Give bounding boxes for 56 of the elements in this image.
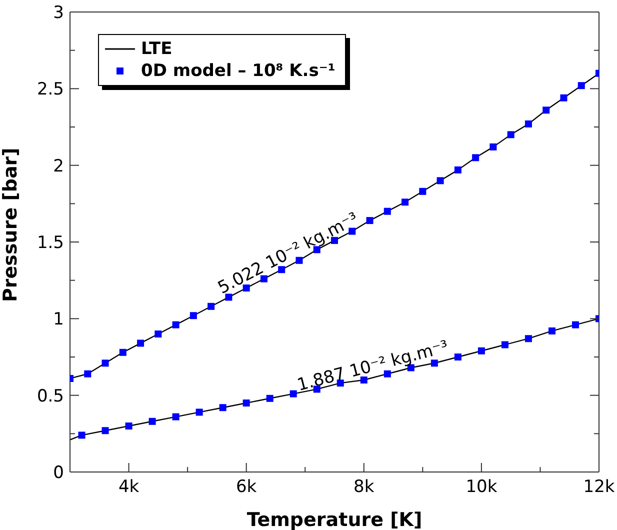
legend-label: LTE <box>141 38 172 60</box>
legend-label: 0D model – 10⁸ K.s⁻¹ <box>141 60 336 82</box>
annotation: 1.887 10⁻² kg.m⁻³ <box>295 337 451 396</box>
point <box>219 404 226 412</box>
y-tick-label: 0.5 <box>36 386 64 406</box>
point <box>225 294 232 301</box>
point <box>507 131 514 138</box>
point <box>472 154 480 162</box>
point <box>196 408 203 416</box>
point <box>560 94 568 102</box>
point <box>154 330 162 338</box>
x-tick-label: 8k <box>354 477 374 497</box>
point <box>436 177 444 184</box>
point <box>542 106 550 114</box>
point <box>78 432 86 439</box>
point <box>266 394 274 402</box>
y-tick-label: 0 <box>53 463 64 483</box>
point <box>137 340 144 347</box>
point <box>172 321 180 328</box>
x-axis-title: Temperature [K] <box>246 509 422 530</box>
point <box>402 198 409 206</box>
point <box>524 335 532 342</box>
point <box>119 348 126 356</box>
point <box>454 354 462 360</box>
y-tick-label: 2.5 <box>36 80 64 100</box>
point <box>84 370 92 378</box>
point <box>490 143 497 150</box>
y-axis-title: Pressure [bar] <box>0 148 22 302</box>
x-tick-label: 4k <box>118 477 140 497</box>
point <box>366 217 374 224</box>
point <box>578 82 585 90</box>
point <box>290 390 297 398</box>
y-tick-label: 3 <box>53 3 64 23</box>
point <box>208 302 215 310</box>
point <box>501 341 508 348</box>
point <box>102 427 109 434</box>
point <box>384 208 391 215</box>
y-tick-label: 1.5 <box>36 233 64 253</box>
point <box>419 188 426 195</box>
x-tick-label: 10k <box>466 477 498 497</box>
y-tick-label: 1 <box>53 310 64 330</box>
point <box>524 120 532 128</box>
point <box>190 312 197 320</box>
point <box>172 413 180 420</box>
y-tick-label: 2 <box>53 156 64 176</box>
x-tick-label: 6k <box>236 477 257 497</box>
point <box>360 376 368 384</box>
point <box>125 422 132 430</box>
point <box>572 321 579 328</box>
point <box>242 400 250 406</box>
point <box>102 360 109 367</box>
point <box>454 166 462 174</box>
point <box>148 418 156 425</box>
point <box>548 327 556 334</box>
point <box>478 347 485 354</box>
x-tick-label: 12k <box>583 477 615 497</box>
